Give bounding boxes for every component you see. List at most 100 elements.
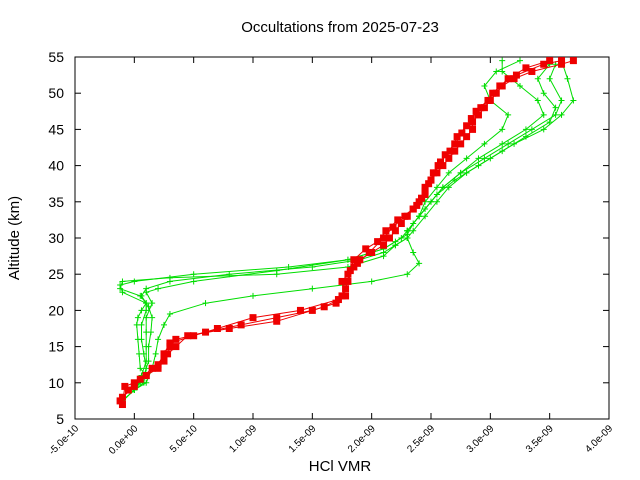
series-2 bbox=[117, 61, 565, 404]
data-point bbox=[131, 278, 138, 285]
data-point bbox=[552, 104, 559, 111]
data-point bbox=[477, 104, 485, 112]
data-point bbox=[213, 325, 221, 332]
data-point bbox=[380, 234, 388, 242]
data-point bbox=[342, 292, 350, 300]
series-line bbox=[119, 60, 562, 402]
data-point bbox=[346, 267, 354, 275]
data-point bbox=[161, 321, 167, 328]
data-point bbox=[522, 64, 530, 72]
data-point bbox=[429, 169, 437, 177]
data-point bbox=[118, 393, 126, 401]
data-point bbox=[480, 104, 488, 112]
data-point bbox=[457, 169, 464, 176]
data-point bbox=[445, 169, 452, 176]
data-point bbox=[422, 198, 429, 205]
data-point bbox=[504, 75, 512, 83]
data-point bbox=[445, 154, 453, 162]
data-point bbox=[463, 155, 470, 162]
y-tick-label: 35 bbox=[48, 194, 64, 210]
y-tick-label: 5 bbox=[56, 411, 64, 427]
data-point bbox=[569, 57, 577, 65]
y-tick-label: 55 bbox=[48, 49, 64, 65]
data-point bbox=[332, 299, 340, 307]
data-point bbox=[534, 97, 541, 104]
data-point bbox=[143, 379, 150, 386]
data-point bbox=[558, 57, 566, 65]
data-point bbox=[570, 97, 577, 104]
data-point bbox=[401, 212, 409, 220]
x-tick-label: 3.0e-09 bbox=[465, 423, 497, 455]
data-point bbox=[439, 184, 446, 191]
data-point bbox=[458, 129, 466, 137]
data-point bbox=[451, 140, 459, 148]
data-point bbox=[152, 350, 159, 357]
data-point bbox=[472, 107, 480, 115]
data-point bbox=[309, 285, 316, 292]
data-point bbox=[166, 343, 174, 351]
data-point bbox=[237, 321, 245, 329]
data-point bbox=[118, 401, 126, 409]
data-point bbox=[124, 386, 132, 394]
data-point bbox=[353, 259, 361, 267]
data-point bbox=[421, 187, 429, 195]
data-point bbox=[453, 133, 461, 141]
x-tick-label: 5.0e-10 bbox=[168, 423, 200, 455]
y-tick-label: 45 bbox=[48, 121, 64, 137]
data-point bbox=[394, 216, 402, 224]
data-point bbox=[428, 198, 434, 205]
data-point bbox=[374, 238, 382, 246]
data-point bbox=[433, 169, 441, 177]
data-point bbox=[338, 277, 346, 285]
data-point bbox=[439, 162, 447, 170]
data-point bbox=[392, 242, 399, 249]
series-6 bbox=[118, 57, 577, 409]
data-point bbox=[489, 89, 497, 97]
series-layer bbox=[116, 57, 577, 409]
x-tick-label: -5.0e-10 bbox=[47, 423, 81, 457]
data-point bbox=[517, 82, 523, 89]
data-point bbox=[362, 245, 370, 253]
data-point bbox=[155, 285, 162, 292]
series-7 bbox=[116, 57, 566, 405]
data-point bbox=[149, 300, 156, 307]
y-tick-label: 15 bbox=[48, 339, 64, 355]
data-point bbox=[137, 365, 144, 372]
data-point bbox=[149, 314, 156, 321]
data-point bbox=[564, 75, 571, 82]
data-point bbox=[451, 147, 459, 155]
data-point bbox=[492, 89, 500, 97]
x-tick-label: 2.5e-09 bbox=[405, 423, 437, 455]
data-point bbox=[499, 126, 506, 133]
data-point bbox=[225, 325, 233, 332]
data-point bbox=[184, 332, 192, 340]
data-point bbox=[481, 82, 488, 89]
series-line bbox=[122, 63, 557, 402]
data-point bbox=[416, 213, 423, 220]
data-point bbox=[160, 350, 168, 358]
data-point bbox=[148, 364, 156, 372]
data-point bbox=[382, 227, 390, 235]
data-point bbox=[138, 336, 145, 343]
data-point bbox=[119, 289, 126, 296]
data-point bbox=[320, 303, 328, 311]
data-point bbox=[558, 111, 565, 118]
data-point bbox=[481, 155, 488, 162]
data-point bbox=[145, 358, 152, 365]
data-point bbox=[273, 317, 281, 325]
data-point bbox=[475, 162, 482, 169]
x-tick-label: 2.0e-09 bbox=[346, 423, 378, 455]
data-point bbox=[147, 329, 154, 336]
data-point bbox=[404, 271, 411, 278]
data-point bbox=[368, 278, 375, 285]
data-point bbox=[166, 339, 174, 347]
y-tick-label: 10 bbox=[48, 375, 64, 391]
data-point bbox=[433, 184, 440, 191]
data-point bbox=[155, 336, 162, 343]
data-point bbox=[116, 397, 124, 405]
data-point bbox=[389, 223, 397, 231]
data-point bbox=[522, 133, 529, 140]
data-point bbox=[558, 97, 565, 104]
y-tick-label: 20 bbox=[48, 302, 64, 318]
data-point bbox=[385, 234, 393, 242]
